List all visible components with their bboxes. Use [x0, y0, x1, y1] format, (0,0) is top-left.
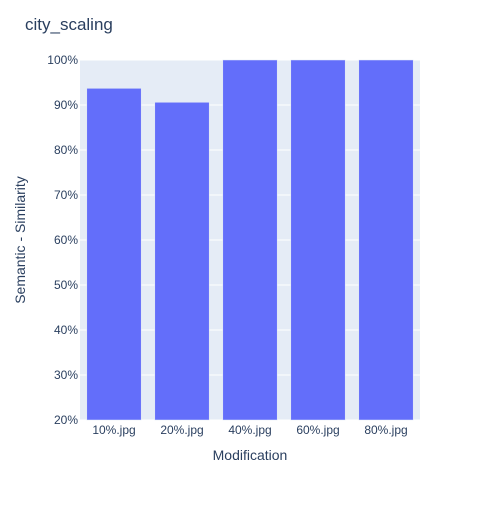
y-tick-label: 90%: [54, 98, 78, 112]
y-tick-label: 50%: [54, 278, 78, 292]
y-tick-label: 40%: [54, 323, 78, 337]
bar: [290, 59, 346, 421]
bars: [86, 59, 414, 421]
bar: [154, 102, 210, 421]
x-tick-label: 80%.jpg: [364, 423, 407, 437]
bar: [222, 59, 278, 421]
y-tick-label: 20%: [54, 413, 78, 427]
x-tick-label: 60%.jpg: [296, 423, 339, 437]
y-tick-label: 30%: [54, 368, 78, 382]
y-tick-label: 60%: [54, 233, 78, 247]
x-tick-label: 40%.jpg: [228, 423, 271, 437]
y-tick-label: 100%: [47, 53, 78, 67]
y-tick-label: 70%: [54, 188, 78, 202]
x-tick-label: 20%.jpg: [160, 423, 203, 437]
x-axis-ticks: 10%.jpg 20%.jpg 40%.jpg 60%.jpg 80%.jpg: [92, 423, 407, 437]
bar: [358, 59, 414, 421]
y-axis-ticks: 20% 30% 40% 50% 60% 70% 80% 90% 100%: [47, 53, 78, 427]
x-tick-label: 10%.jpg: [92, 423, 135, 437]
bar: [86, 88, 142, 421]
y-axis-label: Semantic - Similarity: [12, 176, 28, 304]
chart-title: city_scaling: [25, 15, 113, 34]
y-tick-label: 80%: [54, 143, 78, 157]
x-axis-label: Modification: [213, 447, 288, 463]
